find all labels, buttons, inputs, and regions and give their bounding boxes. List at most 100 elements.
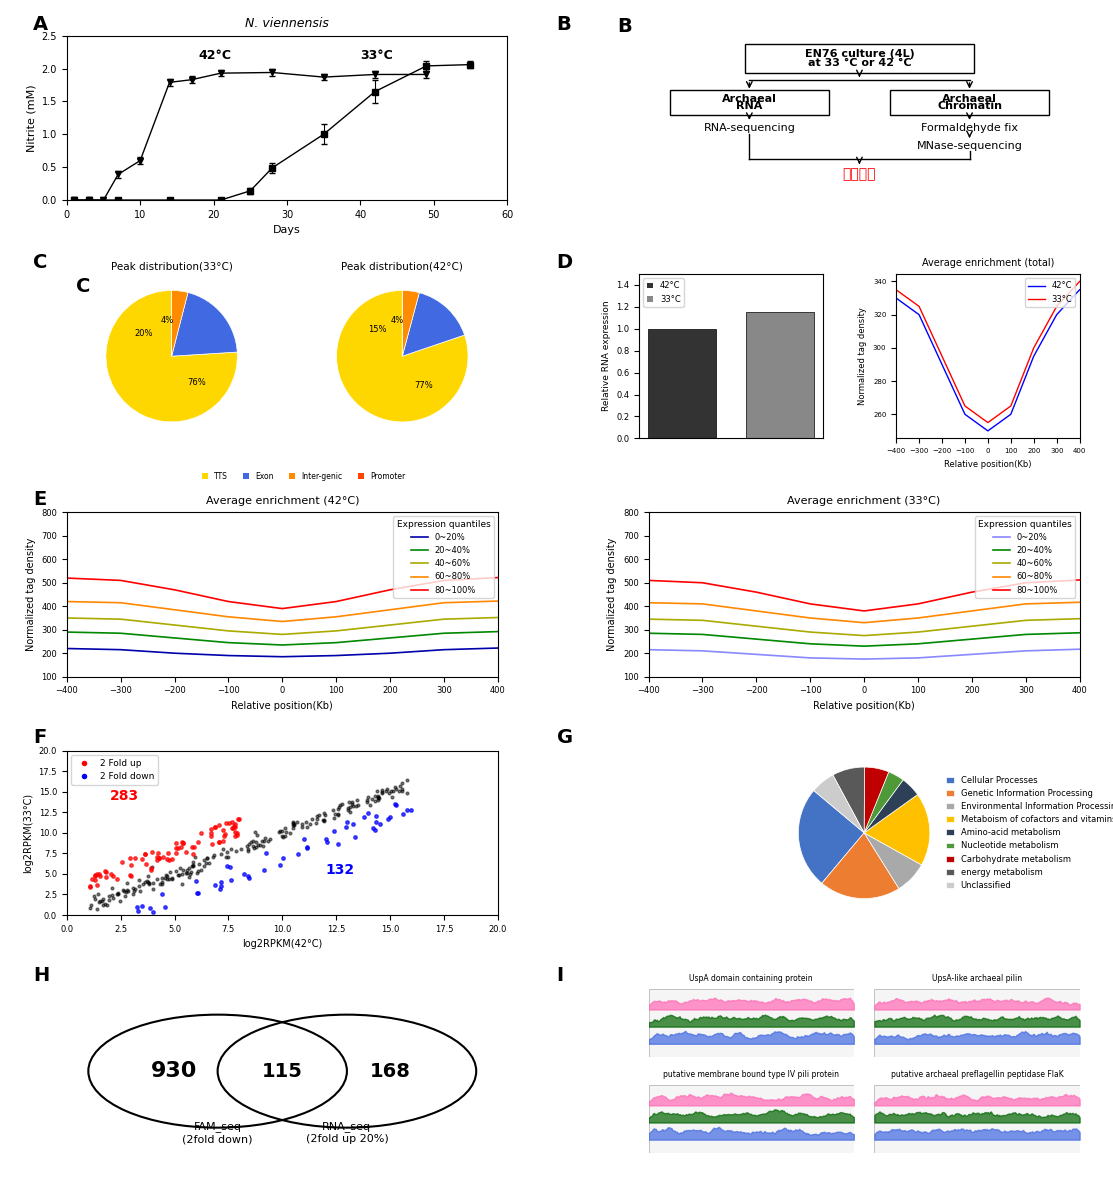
Point [223,818,240,837]
Point [366,791,384,810]
Point [363,789,381,809]
40~60% [60,611,73,625]
Text: MNase-sequencing: MNase-sequencing [917,140,1023,151]
80~100% [1073,573,1086,587]
Point [160,869,178,888]
Point [245,838,263,857]
33°C [889,283,903,297]
Text: E: E [33,490,47,509]
Point [308,810,326,829]
Point [185,856,203,875]
Point [339,800,357,819]
Text: 283: 283 [110,789,139,803]
Point [366,820,384,839]
Point [257,843,275,862]
Wedge shape [171,292,237,357]
Text: H: H [33,965,50,984]
Point [96,862,114,881]
Point [311,806,328,825]
Point [136,844,154,863]
Point [298,817,316,836]
Point [255,831,273,850]
Point [187,872,205,891]
Point [125,882,142,901]
20~40% [642,627,656,641]
Y-axis label: Nitrite (mM): Nitrite (mM) [26,84,36,152]
Point [228,823,246,842]
Point [382,782,400,801]
Point [200,854,218,873]
Point [86,866,104,885]
Point [247,838,265,857]
33°C [1050,300,1063,314]
Text: at 33 °C or 42 °C: at 33 °C or 42 °C [808,58,912,68]
40~60% [804,625,817,640]
Wedge shape [171,290,188,357]
Point [398,784,416,803]
Point [286,816,304,835]
FancyBboxPatch shape [649,989,854,1057]
Point [314,811,332,830]
Point [104,879,121,898]
Wedge shape [106,290,237,422]
Point [210,832,228,851]
Point [189,832,207,851]
Point [135,874,152,893]
60~80% [491,594,504,609]
80~100% [857,604,870,618]
Point [97,863,115,882]
60~80% [168,603,181,617]
Point [160,850,178,869]
Point [100,887,118,906]
Point [329,799,347,818]
0~20% [383,646,396,660]
Point [102,864,120,883]
Wedge shape [864,767,889,832]
40~60% [696,614,709,628]
42°C [1073,283,1086,297]
Point [277,822,295,841]
Point [367,813,385,832]
Point [341,798,358,817]
Point [185,853,203,872]
Point [86,870,104,889]
0~20% [437,642,451,656]
Point [89,885,107,904]
Point [105,888,122,907]
Point [164,869,181,888]
Point [368,791,386,810]
Point [392,776,410,795]
Point [220,813,238,832]
Title: N. viennensis: N. viennensis [245,18,329,31]
Text: FAM_seq
(2fold down): FAM_seq (2fold down) [183,1121,253,1144]
Point [98,895,116,914]
Point [130,876,148,895]
Title: Average enrichment (42°C): Average enrichment (42°C) [206,496,359,507]
Point [148,869,166,888]
Bar [648,329,717,439]
Text: B: B [556,14,571,33]
Point [223,813,240,832]
33°C [1073,275,1086,289]
60~80% [60,594,73,609]
40~60% [1073,611,1086,625]
Point [395,805,413,824]
Point [274,849,292,868]
Point [344,794,362,813]
20~40% [804,636,817,650]
33°C [935,350,948,364]
Line: 33°C: 33°C [896,282,1080,422]
Point [355,807,373,826]
Point [170,866,188,885]
Point [218,857,236,876]
Point [195,850,213,869]
Text: Chromatin: Chromatin [937,101,1002,112]
Line: 40~60%: 40~60% [67,617,498,635]
Point [230,810,248,829]
Point [249,836,267,855]
Point [235,864,253,883]
Point [217,847,235,866]
Point [90,892,108,911]
Point [210,832,228,851]
Point [240,868,258,887]
